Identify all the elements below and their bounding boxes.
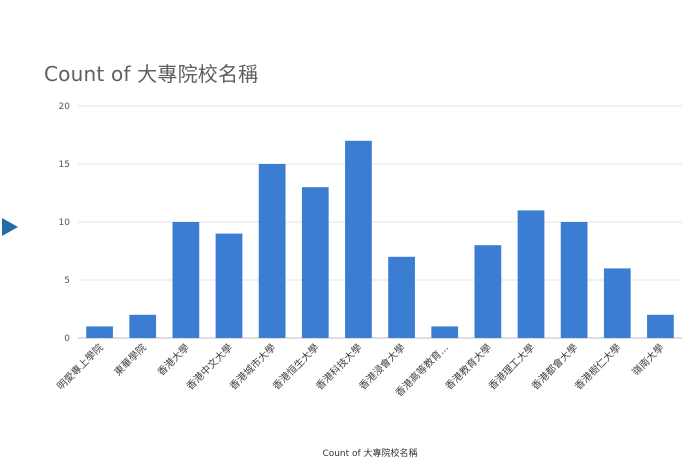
- chart-title: Count of 大專院校名稱: [44, 62, 259, 86]
- bar: [388, 256, 415, 338]
- x-axis-title: Count of 大專院校名稱: [322, 447, 417, 459]
- bar: [517, 210, 545, 338]
- x-tick-label: 東華學院: [111, 341, 148, 378]
- bar: [603, 268, 631, 338]
- bar: [215, 233, 243, 338]
- y-tick-label: 20: [59, 102, 71, 112]
- bar: [431, 326, 459, 338]
- bar: [129, 314, 157, 338]
- y-tick-label: 5: [64, 276, 70, 286]
- selection-arrow-icon: [2, 218, 18, 236]
- x-tick-label: 明愛專上學院: [54, 341, 106, 393]
- x-tick-label: 嶺南大學: [629, 341, 666, 378]
- x-tick-label: 香港大學: [155, 341, 192, 378]
- bar: [258, 164, 286, 338]
- bar: [172, 222, 200, 338]
- bar: [647, 314, 674, 338]
- bar: [474, 245, 502, 338]
- y-tick-label: 15: [59, 160, 70, 170]
- x-tick-label: 香港樹仁大學: [572, 341, 624, 393]
- bar: [345, 140, 372, 338]
- y-tick-label: 10: [59, 218, 71, 228]
- bar: [560, 222, 588, 338]
- bar: [86, 326, 113, 338]
- y-tick-label: 0: [64, 334, 70, 344]
- bar: [301, 187, 329, 338]
